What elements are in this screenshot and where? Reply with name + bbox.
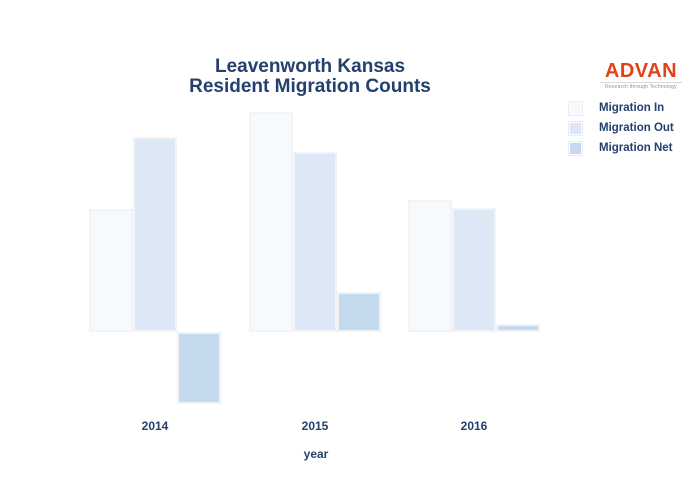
- bar-migration-net-2014: [177, 332, 221, 404]
- bar-migration-out-2014: [133, 137, 177, 332]
- legend-label-migration-net: Migration Net: [599, 142, 673, 154]
- x-tick-label-2014: 2014: [141, 419, 169, 433]
- legend-swatch-migration-net: [568, 140, 583, 156]
- legend-row-migration-net: Migration Net: [568, 138, 674, 158]
- legend-row-migration-in: Migration In: [568, 98, 674, 118]
- bar-migration-net-2016: [496, 324, 540, 332]
- bar-migration-net-2015: [337, 292, 381, 332]
- bar-migration-out-2015: [293, 152, 337, 332]
- advan-logo: ADVAN Research through Technology: [598, 60, 684, 100]
- bar-migration-out-2016: [452, 208, 496, 332]
- chart-title: Leavenworth Kansas Resident Migration Co…: [60, 57, 560, 97]
- legend: Migration In Migration Out Migration Net: [568, 98, 674, 158]
- advan-logo-text: ADVAN: [604, 60, 678, 82]
- bar-migration-in-2016: [408, 200, 452, 332]
- chart-title-line1: Leavenworth Kansas: [214, 56, 406, 77]
- legend-row-migration-out: Migration Out: [568, 118, 674, 138]
- legend-swatch-migration-in: [568, 100, 583, 116]
- x-tick-label-2016: 2016: [460, 419, 488, 433]
- legend-swatch-migration-out: [568, 120, 583, 136]
- bar-migration-in-2014: [89, 209, 133, 332]
- x-axis-title: year: [303, 447, 329, 461]
- legend-label-migration-out: Migration Out: [599, 122, 674, 134]
- chart-title-line2: Resident Migration Counts: [189, 76, 431, 97]
- x-tick-label-2015: 2015: [301, 419, 329, 433]
- bar-migration-in-2015: [249, 112, 293, 332]
- legend-label-migration-in: Migration In: [599, 102, 665, 114]
- advan-logo-tagline: Research through Technology: [600, 82, 682, 90]
